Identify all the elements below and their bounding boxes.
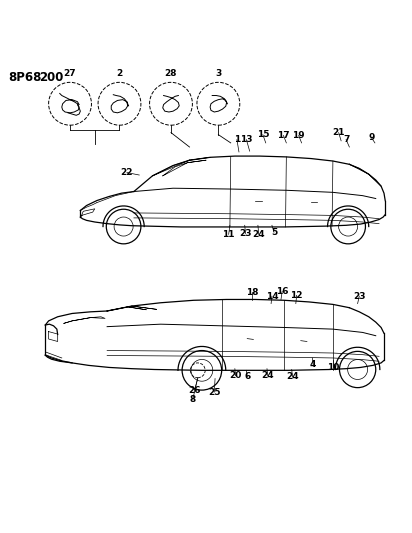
Text: 24: 24 <box>262 371 274 380</box>
Text: 28: 28 <box>165 69 177 78</box>
Text: 6: 6 <box>244 373 250 382</box>
Text: 22: 22 <box>121 168 133 177</box>
Text: 24: 24 <box>286 373 299 382</box>
Text: 17: 17 <box>277 131 290 140</box>
Text: 8: 8 <box>190 394 196 403</box>
Text: 2: 2 <box>116 69 123 78</box>
Text: 21: 21 <box>332 128 345 137</box>
Text: 13: 13 <box>240 135 253 144</box>
Text: 27: 27 <box>64 69 76 78</box>
Text: 14: 14 <box>266 292 278 301</box>
Text: 25: 25 <box>208 387 220 397</box>
Text: 19: 19 <box>293 131 305 140</box>
Text: 10: 10 <box>327 363 339 372</box>
Text: 16: 16 <box>276 287 288 296</box>
Text: 26: 26 <box>188 385 201 394</box>
Text: 24: 24 <box>253 230 265 239</box>
Text: 4: 4 <box>310 360 316 369</box>
Text: 12: 12 <box>290 291 303 300</box>
Text: 15: 15 <box>257 130 269 139</box>
Text: 9: 9 <box>368 133 375 142</box>
Text: 7: 7 <box>343 135 349 144</box>
Text: 20: 20 <box>229 371 242 380</box>
Text: 23: 23 <box>239 229 252 238</box>
Text: 200: 200 <box>39 71 63 84</box>
Text: 1: 1 <box>234 135 240 144</box>
Text: 3: 3 <box>215 69 222 78</box>
Text: 5: 5 <box>271 228 277 237</box>
Text: 11: 11 <box>222 230 235 239</box>
Text: 18: 18 <box>246 287 258 296</box>
Text: 8P68: 8P68 <box>8 71 42 84</box>
Text: 23: 23 <box>353 292 365 301</box>
